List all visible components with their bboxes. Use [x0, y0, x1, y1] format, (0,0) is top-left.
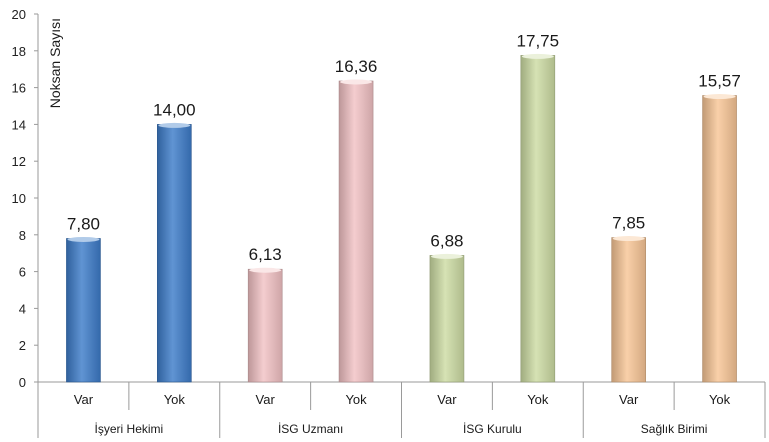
bar-cap — [612, 236, 645, 242]
y-axis-label: Noksan Sayısı — [47, 18, 63, 108]
y-tick-label: 8 — [19, 228, 26, 243]
y-tick-label: 18 — [12, 44, 26, 59]
y-tick-label: 16 — [12, 81, 26, 96]
category-label: Var — [74, 392, 94, 407]
bar-i̇şyeri-hekimi-var — [66, 238, 101, 383]
y-tick-label: 12 — [12, 154, 26, 169]
bar-i̇sg-uzmanı-yok — [338, 80, 374, 383]
y-tick-label: 0 — [19, 375, 26, 390]
bar-cap — [430, 253, 463, 259]
group-label: İSG Uzmanı — [278, 422, 343, 436]
axes: 0 2 4 6 8 10 12 14 16 18 20 — [12, 7, 766, 438]
bar-cap — [521, 53, 554, 59]
bar-cap — [340, 79, 373, 85]
y-tick-label: 4 — [19, 301, 26, 316]
y-tick-label: 20 — [12, 7, 26, 22]
data-label: 7,80 — [67, 214, 100, 233]
data-label: 17,75 — [517, 31, 560, 50]
data-label: 6,88 — [430, 231, 463, 250]
bar-cap — [703, 94, 736, 100]
category-label: Yok — [164, 392, 186, 407]
group-label: İSG Kurulu — [463, 422, 522, 436]
bar-cap — [249, 267, 282, 273]
labels: 7,80 Var 14,00 Yok İşyeri Hekimi 6,13 Var 16,36… — [67, 31, 741, 436]
data-label: 6,13 — [249, 245, 282, 264]
bar-i̇sg-kurulu-yok — [520, 55, 556, 383]
data-label: 14,00 — [153, 100, 196, 119]
data-label: 7,85 — [612, 214, 645, 233]
category-label: Yok — [345, 392, 367, 407]
y-tick-label: 10 — [12, 191, 26, 206]
bar-i̇sg-uzmanı-var — [247, 268, 283, 383]
data-label: 15,57 — [698, 72, 741, 91]
y-tick-label: 6 — [19, 265, 26, 280]
bar-cap — [158, 122, 191, 128]
group-label: İşyeri Hekimi — [95, 422, 164, 436]
bar-i̇sg-kurulu-var — [429, 255, 465, 383]
data-label: 16,36 — [335, 57, 378, 76]
category-label: Var — [437, 392, 457, 407]
category-label: Yok — [527, 392, 549, 407]
bar-i̇şyeri-hekimi-yok — [157, 124, 192, 383]
y-tick-label: 14 — [12, 117, 26, 132]
bar-cap — [67, 236, 100, 242]
category-label: Yok — [709, 392, 731, 407]
y-tick-label: 2 — [19, 338, 26, 353]
bars — [66, 53, 737, 383]
category-label: Var — [619, 392, 639, 407]
bar-sağlık-birimi-var — [611, 237, 646, 383]
group-label: Sağlık Birimi — [641, 422, 708, 436]
bar-sağlık-birimi-yok — [702, 95, 737, 383]
category-label: Var — [256, 392, 276, 407]
